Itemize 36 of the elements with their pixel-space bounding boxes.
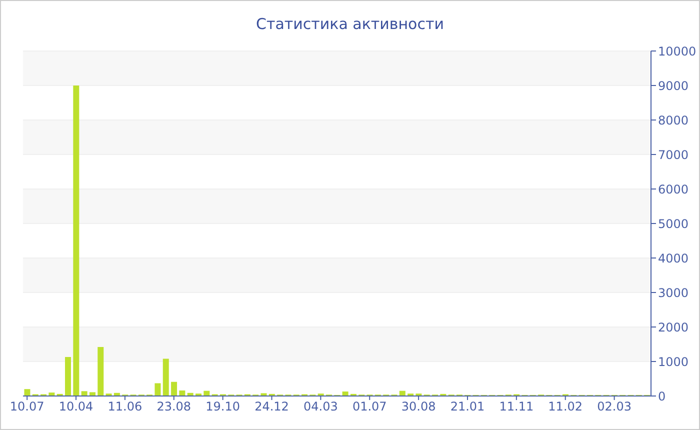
x-tick-label: 23.08 [156,400,192,414]
x-tick-label: 21.01 [450,400,485,414]
bar [24,389,30,396]
y-tick-label: 8000 [658,113,689,128]
y-tick-label: 2000 [658,320,689,334]
bar [98,347,104,396]
bar [81,391,88,396]
bar [162,358,169,396]
y-tick-label: 0 [658,389,666,404]
y-tick-label: 6000 [658,182,689,196]
x-tick-label: 10.07 [10,400,44,414]
chart-title: Статистика активности [255,15,445,33]
y-tick-label: 3000 [658,286,689,300]
y-tick-label: 10000 [658,44,696,58]
x-tick-label: 11.11 [499,400,534,414]
bar [73,86,80,396]
y-tick-label: 5000 [658,216,689,231]
x-tick-label: 30.08 [401,400,436,414]
y-tick-label: 7000 [658,148,689,162]
bar [179,390,186,396]
x-tick-label: 10.04 [58,400,94,414]
y-tick-label: 4000 [658,251,689,266]
x-tick-label: 19.10 [206,400,240,414]
x-tick-label: 04.03 [304,400,338,414]
y-tick-label: 1000 [658,354,689,369]
x-tick-label: 11.02 [548,400,583,414]
bar [89,392,96,396]
x-tick-label: 11.06 [108,400,142,414]
x-tick-label: 01.07 [352,400,387,414]
x-tick-label: 02.03 [597,400,632,414]
bar [171,382,178,396]
bar [260,393,267,396]
y-tick-label: 9000 [658,78,689,93]
bar [154,383,161,396]
x-tick-label: 24.12 [254,400,289,414]
bar [65,357,72,396]
